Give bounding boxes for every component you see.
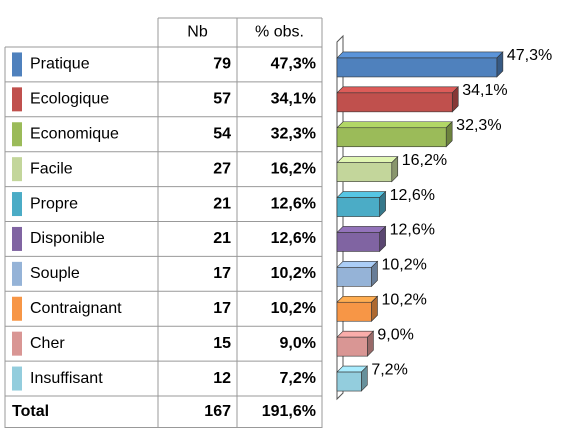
bar-label: 9,0% bbox=[377, 326, 413, 343]
bar bbox=[336, 197, 380, 217]
row-label: Ecologique bbox=[30, 91, 109, 108]
percent-cell: 10,2% bbox=[271, 265, 316, 282]
bar-top bbox=[336, 86, 459, 94]
percent-cell: 12,6% bbox=[271, 230, 316, 247]
count-cell: 54 bbox=[213, 125, 231, 142]
bar-label: 12,6% bbox=[390, 222, 435, 239]
count-cell: 17 bbox=[213, 265, 231, 282]
bar-label: 16,2% bbox=[402, 152, 447, 169]
total-label: Total bbox=[12, 403, 49, 420]
bar bbox=[336, 57, 498, 78]
row-label: Souple bbox=[30, 265, 80, 282]
percent-cell: 12,6% bbox=[271, 195, 316, 212]
bar-top bbox=[336, 226, 387, 233]
percent-cell: 7,2% bbox=[280, 370, 316, 387]
legend-swatch bbox=[12, 331, 22, 356]
column-header: % obs. bbox=[255, 24, 304, 41]
percent-cell: 47,3% bbox=[271, 56, 316, 73]
bar-label: 32,3% bbox=[456, 117, 501, 134]
row-label: Pratique bbox=[30, 56, 90, 73]
percent-cell: 16,2% bbox=[271, 160, 316, 177]
row-label: Economique bbox=[30, 125, 119, 142]
bar-top bbox=[336, 51, 504, 59]
bar bbox=[336, 92, 453, 113]
bar bbox=[336, 232, 380, 252]
percent-cell: 32,3% bbox=[271, 125, 316, 142]
legend-swatch bbox=[12, 366, 22, 391]
bar-label: 12,6% bbox=[390, 187, 435, 204]
count-cell: 79 bbox=[213, 56, 231, 73]
bar bbox=[336, 162, 393, 182]
count-cell: 17 bbox=[213, 300, 231, 317]
bar-top bbox=[336, 156, 399, 163]
row-label: Disponible bbox=[30, 230, 105, 247]
row-label: Insuffisant bbox=[30, 370, 103, 387]
count-cell: 12 bbox=[213, 370, 231, 387]
legend-swatch bbox=[12, 296, 22, 321]
legend-swatch bbox=[12, 52, 22, 77]
bar bbox=[336, 301, 372, 322]
count-cell: 27 bbox=[213, 160, 231, 177]
bar-label: 47,3% bbox=[507, 47, 552, 64]
bar bbox=[336, 371, 362, 392]
bar-top bbox=[336, 121, 453, 129]
row-label: Propre bbox=[30, 195, 78, 212]
total-count: 167 bbox=[204, 403, 231, 420]
bar-label: 10,2% bbox=[381, 291, 426, 308]
legend-swatch bbox=[12, 226, 22, 251]
bar-top bbox=[336, 295, 379, 303]
legend-swatch bbox=[12, 157, 22, 182]
count-cell: 21 bbox=[213, 195, 231, 212]
bar-top bbox=[336, 191, 387, 198]
percent-cell: 10,2% bbox=[271, 300, 316, 317]
row-label: Facile bbox=[30, 160, 73, 177]
count-cell: 21 bbox=[213, 230, 231, 247]
percent-cell: 34,1% bbox=[271, 91, 316, 108]
legend-swatch bbox=[12, 192, 22, 217]
bar-label: 10,2% bbox=[381, 257, 426, 274]
bar bbox=[336, 127, 447, 148]
bar bbox=[336, 336, 368, 357]
bar bbox=[336, 267, 372, 287]
count-cell: 57 bbox=[213, 91, 231, 108]
total-percent: 191,6% bbox=[262, 403, 316, 420]
legend-swatch bbox=[12, 122, 22, 147]
row-label: Cher bbox=[30, 335, 65, 352]
bar-label: 34,1% bbox=[462, 82, 507, 99]
row-label: Contraignant bbox=[30, 300, 122, 317]
bar-top bbox=[336, 261, 379, 268]
legend-swatch bbox=[12, 87, 22, 112]
legend-swatch bbox=[12, 261, 22, 286]
count-cell: 15 bbox=[213, 335, 231, 352]
column-header: Nb bbox=[187, 24, 208, 41]
percent-cell: 9,0% bbox=[280, 335, 316, 352]
bar-label: 7,2% bbox=[371, 361, 407, 378]
